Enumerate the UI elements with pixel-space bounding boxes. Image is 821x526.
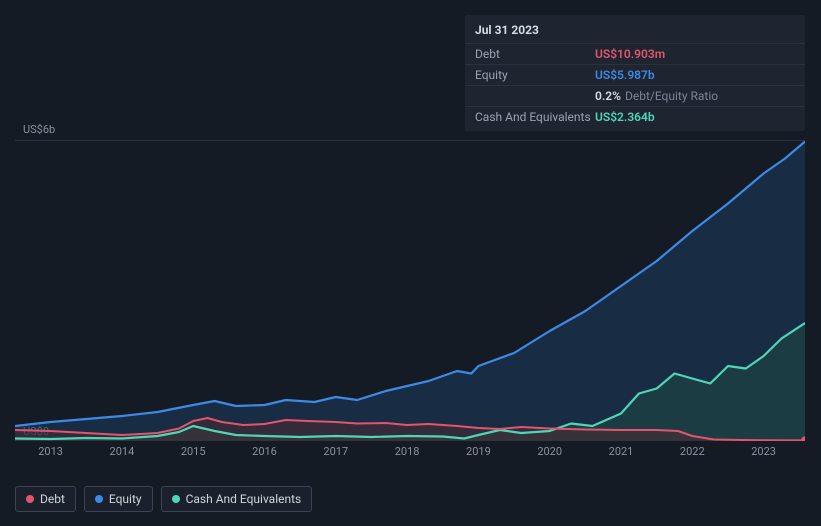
tooltip-row-debt: Debt US$10.903m <box>465 43 805 64</box>
legend-item-debt[interactable]: Debt <box>15 486 76 512</box>
tooltip-value-debt: US$10.903m <box>595 47 665 61</box>
tooltip-row-equity: Equity US$5.987b <box>465 64 805 85</box>
chart-legend: Debt Equity Cash And Equivalents <box>15 486 312 512</box>
tooltip-row-ratio: 0.2% Debt/Equity Ratio <box>465 85 805 106</box>
x-tick-2019: 2019 <box>466 445 491 458</box>
x-tick-2014: 2014 <box>110 445 135 458</box>
tooltip-ratio-pct: 0.2% <box>595 89 621 103</box>
legend-label-cash: Cash And Equivalents <box>186 492 302 506</box>
legend-dot-cash-icon <box>172 495 180 503</box>
tooltip-row-cash: Cash And Equivalents US$2.364b <box>465 106 805 127</box>
legend-dot-equity-icon <box>95 495 103 503</box>
legend-item-equity[interactable]: Equity <box>84 486 153 512</box>
chart-area: US$6b US$0 20132014201520162017201820192… <box>15 125 805 470</box>
x-axis-ticks: 2013 2014 2015 2016 2017 2018 2019 2020 2021 2022… <box>15 445 805 465</box>
tooltip-value-cash: US$2.364b <box>595 110 655 124</box>
x-tick-2015: 2015 <box>181 445 206 458</box>
legend-label-equity: Equity <box>109 492 142 506</box>
tooltip-date: Jul 31 2023 <box>465 21 805 43</box>
x-tick-2017: 2017 <box>323 445 348 458</box>
x-tick-2018: 2018 <box>395 445 420 458</box>
legend-label-debt: Debt <box>40 492 65 506</box>
y-axis-top-label: US$6b <box>23 123 55 136</box>
x-tick-2023: 2023 <box>751 445 776 458</box>
legend-dot-debt-icon <box>26 495 34 503</box>
x-tick-2021: 2021 <box>609 445 634 458</box>
tooltip-panel: Jul 31 2023 Debt US$10.903m Equity US$5.… <box>465 15 805 131</box>
plot-svg <box>15 141 805 441</box>
tooltip-value-equity: US$5.987b <box>595 68 655 82</box>
x-tick-2016: 2016 <box>252 445 277 458</box>
tooltip-label-equity: Equity <box>475 68 595 82</box>
tooltip-ratio-label: Debt/Equity Ratio <box>625 89 718 103</box>
x-tick-2020: 2020 <box>537 445 562 458</box>
x-tick-2022: 2022 <box>680 445 705 458</box>
tooltip-label-debt: Debt <box>475 47 595 61</box>
tooltip-label-cash: Cash And Equivalents <box>475 110 595 124</box>
plot-region[interactable] <box>15 140 805 440</box>
x-tick-2013: 2013 <box>38 445 63 458</box>
legend-item-cash[interactable]: Cash And Equivalents <box>161 486 313 512</box>
